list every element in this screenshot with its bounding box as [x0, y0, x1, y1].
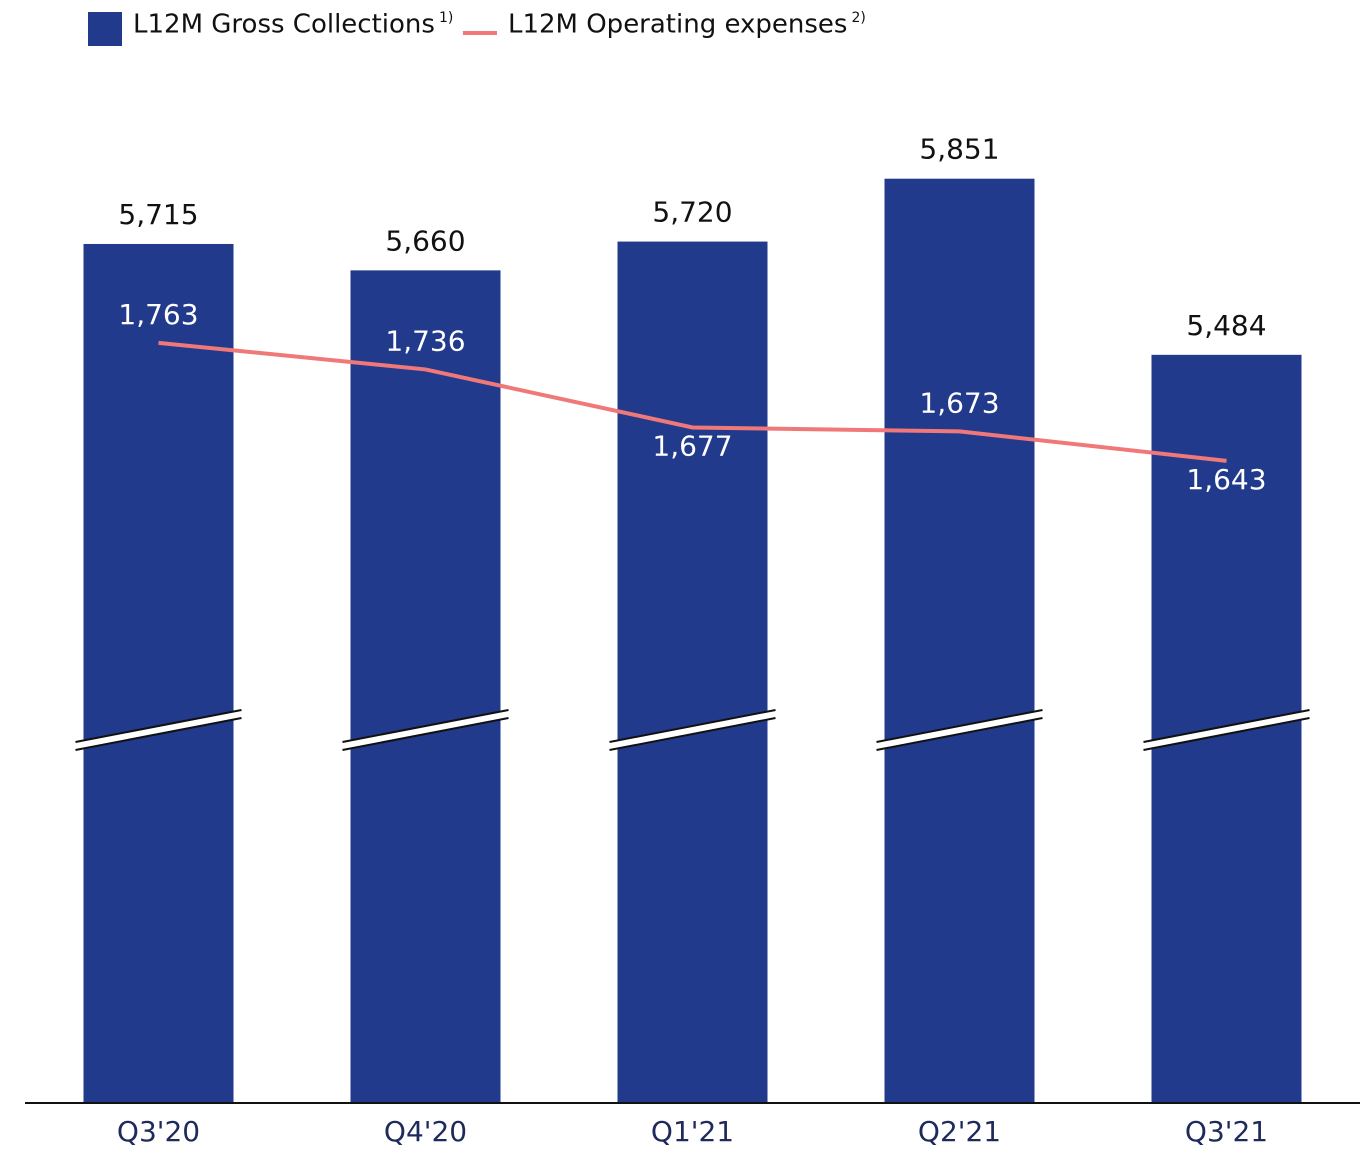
axis-break-edge: [1143, 709, 1310, 743]
axis-break-edge: [342, 709, 509, 743]
axis-break-edge: [609, 717, 776, 751]
axis-break: [75, 710, 242, 750]
axis-break-edge: [342, 717, 509, 751]
axis-break-edge: [75, 717, 242, 751]
line-value-label: 1,677: [652, 429, 732, 462]
legend-label: L12M Gross Collections: [133, 10, 435, 40]
legend-label: L12M Operating expenses: [508, 10, 848, 40]
axis-break-edge: [876, 717, 1043, 751]
x-tick-label: Q3'20: [117, 1115, 200, 1148]
x-tick-label: Q1'21: [651, 1115, 734, 1148]
line-value-label: 1,763: [118, 298, 198, 331]
legend-note: 1): [439, 10, 453, 26]
bar: [83, 243, 234, 1103]
axis-break: [876, 710, 1043, 750]
axis-break-edge: [609, 709, 776, 743]
line-value-label: 1,673: [919, 386, 999, 419]
bar-value-label: 5,851: [919, 133, 999, 166]
line-value-label: 1,736: [385, 324, 465, 357]
legend-swatch: [88, 12, 122, 46]
line: [158, 340, 1227, 463]
bar-value-label: 5,484: [1186, 309, 1266, 342]
bar-value-label: 5,660: [385, 224, 465, 257]
line-value-label: 1,643: [1186, 463, 1266, 496]
bar: [617, 241, 768, 1103]
axis-break-edge: [1143, 717, 1310, 751]
bar: [884, 178, 1035, 1104]
x-tick-label: Q3'21: [1185, 1115, 1268, 1148]
x-tick-label: Q2'21: [918, 1115, 1001, 1148]
axis-break-edge: [75, 709, 242, 743]
axis-break-edge: [876, 709, 1043, 743]
x-tick-label: Q4'20: [384, 1115, 467, 1148]
axis-break: [1143, 710, 1310, 750]
axis-break: [609, 710, 776, 750]
bar-value-label: 5,715: [118, 198, 198, 231]
legend-note: 2): [851, 10, 865, 26]
bar-value-label: 5,720: [652, 196, 732, 229]
axis-break: [342, 710, 509, 750]
bar: [350, 270, 501, 1103]
